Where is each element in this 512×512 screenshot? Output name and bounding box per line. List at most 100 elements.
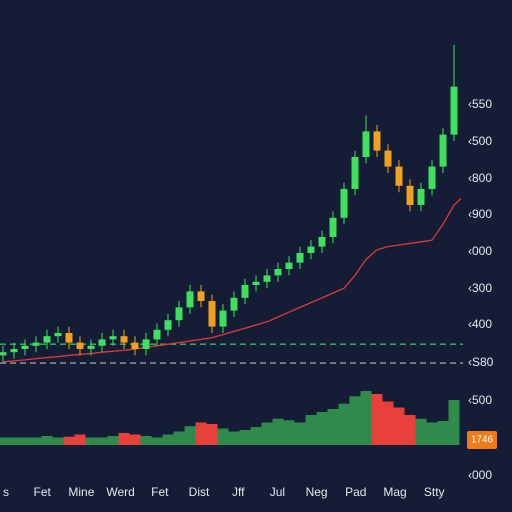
candle-body — [32, 342, 40, 346]
candle-body — [285, 262, 293, 269]
volume-bar — [338, 403, 350, 445]
candle-body — [373, 131, 381, 151]
volume-bar — [239, 430, 251, 445]
candle-body — [164, 320, 172, 330]
volume-bar — [0, 437, 9, 445]
candle-body — [252, 281, 260, 285]
candle-body — [175, 307, 183, 321]
volume-bar — [305, 415, 317, 445]
volume-bar — [327, 409, 339, 445]
volume-bar — [415, 418, 427, 445]
candle-body — [406, 185, 414, 205]
candle-body — [274, 269, 282, 276]
volume-bar — [228, 431, 240, 445]
candle-body — [340, 189, 348, 218]
candle-body — [241, 285, 249, 298]
candle-body — [208, 301, 216, 327]
candle-body — [43, 336, 51, 343]
volume-bar — [8, 437, 20, 445]
candle-body — [65, 333, 73, 343]
axis-label: ‹S80 — [468, 355, 494, 369]
volume-bar — [140, 436, 152, 445]
volume-bar — [217, 428, 229, 445]
candle-body — [384, 150, 392, 167]
x-tick-label: s — [3, 485, 9, 499]
candle-body — [351, 157, 359, 189]
candle-body — [329, 217, 337, 237]
volume-bar — [19, 437, 31, 445]
volume-bar — [316, 412, 328, 445]
volume-bar — [261, 422, 273, 445]
volume-bar — [349, 396, 361, 445]
volume-bar — [151, 437, 163, 445]
volume-bar — [30, 437, 42, 445]
volume-bar — [184, 426, 196, 445]
volume-bar — [74, 434, 86, 445]
candle-body — [450, 86, 458, 135]
volume-bar — [393, 407, 405, 445]
candle-body — [153, 329, 161, 340]
volume-bar — [41, 436, 53, 445]
x-tick-label: Fet — [151, 485, 169, 499]
x-tick-label: Werd — [106, 485, 134, 499]
volume-bar — [404, 415, 416, 445]
candle-body — [362, 131, 370, 157]
volume-bar — [195, 422, 207, 445]
volume-bar — [250, 427, 262, 445]
axis-label: ‹300 — [468, 281, 492, 295]
volume-bar — [437, 421, 449, 445]
volume-bar — [294, 422, 306, 445]
candle-body — [109, 336, 117, 340]
candle-body — [219, 310, 227, 327]
axis-label: ‹500 — [468, 393, 492, 407]
candle-body — [417, 189, 425, 205]
badge-label: 1746 — [471, 435, 494, 446]
volume-bar — [173, 431, 185, 445]
axis-label: ‹900 — [468, 207, 492, 221]
candle-body — [395, 166, 403, 186]
x-tick-label: Pad — [345, 485, 366, 499]
volume-bar — [448, 400, 460, 445]
axis-label: ‹550 — [468, 97, 492, 111]
candle-body — [197, 291, 205, 301]
volume-bar — [107, 436, 119, 445]
axis-label: ‹800 — [468, 171, 492, 185]
volume-bar — [96, 437, 108, 445]
axis-label: ‹000 — [468, 468, 492, 482]
candle-body — [263, 275, 271, 282]
candle-body — [54, 333, 62, 337]
volume-bar — [360, 391, 372, 445]
volume-bar — [118, 433, 130, 445]
candle-body — [76, 342, 84, 349]
x-tick-label: Mine — [68, 485, 94, 499]
candle-body — [98, 339, 106, 346]
volume-bar — [63, 436, 75, 445]
candle-body — [10, 349, 18, 353]
candle-body — [131, 342, 139, 349]
volume-bar — [382, 401, 394, 445]
x-tick-label: Dist — [189, 485, 210, 499]
volume-bar — [85, 437, 97, 445]
volume-bar — [162, 434, 174, 445]
candle-body — [142, 339, 150, 349]
candle-body — [21, 345, 29, 349]
volume-bar — [206, 424, 218, 445]
candle-body — [87, 345, 95, 349]
volume-bar — [426, 422, 438, 445]
candle-body — [307, 246, 315, 253]
candle-body — [318, 237, 326, 247]
x-tick-label: Neg — [306, 485, 328, 499]
x-tick-label: Mag — [383, 485, 406, 499]
candle-body — [296, 253, 304, 263]
badge-box — [467, 431, 497, 449]
x-tick-label: Jul — [270, 485, 285, 499]
axis-label: ‹400 — [468, 317, 492, 331]
volume-bar — [129, 434, 141, 445]
candle-body — [428, 166, 436, 189]
volume-bar — [283, 420, 295, 445]
candle-body — [230, 297, 238, 311]
volume-bar — [52, 437, 64, 445]
candle-body — [120, 336, 128, 343]
candle-body — [186, 291, 194, 308]
axis-label: ‹000 — [468, 244, 492, 258]
